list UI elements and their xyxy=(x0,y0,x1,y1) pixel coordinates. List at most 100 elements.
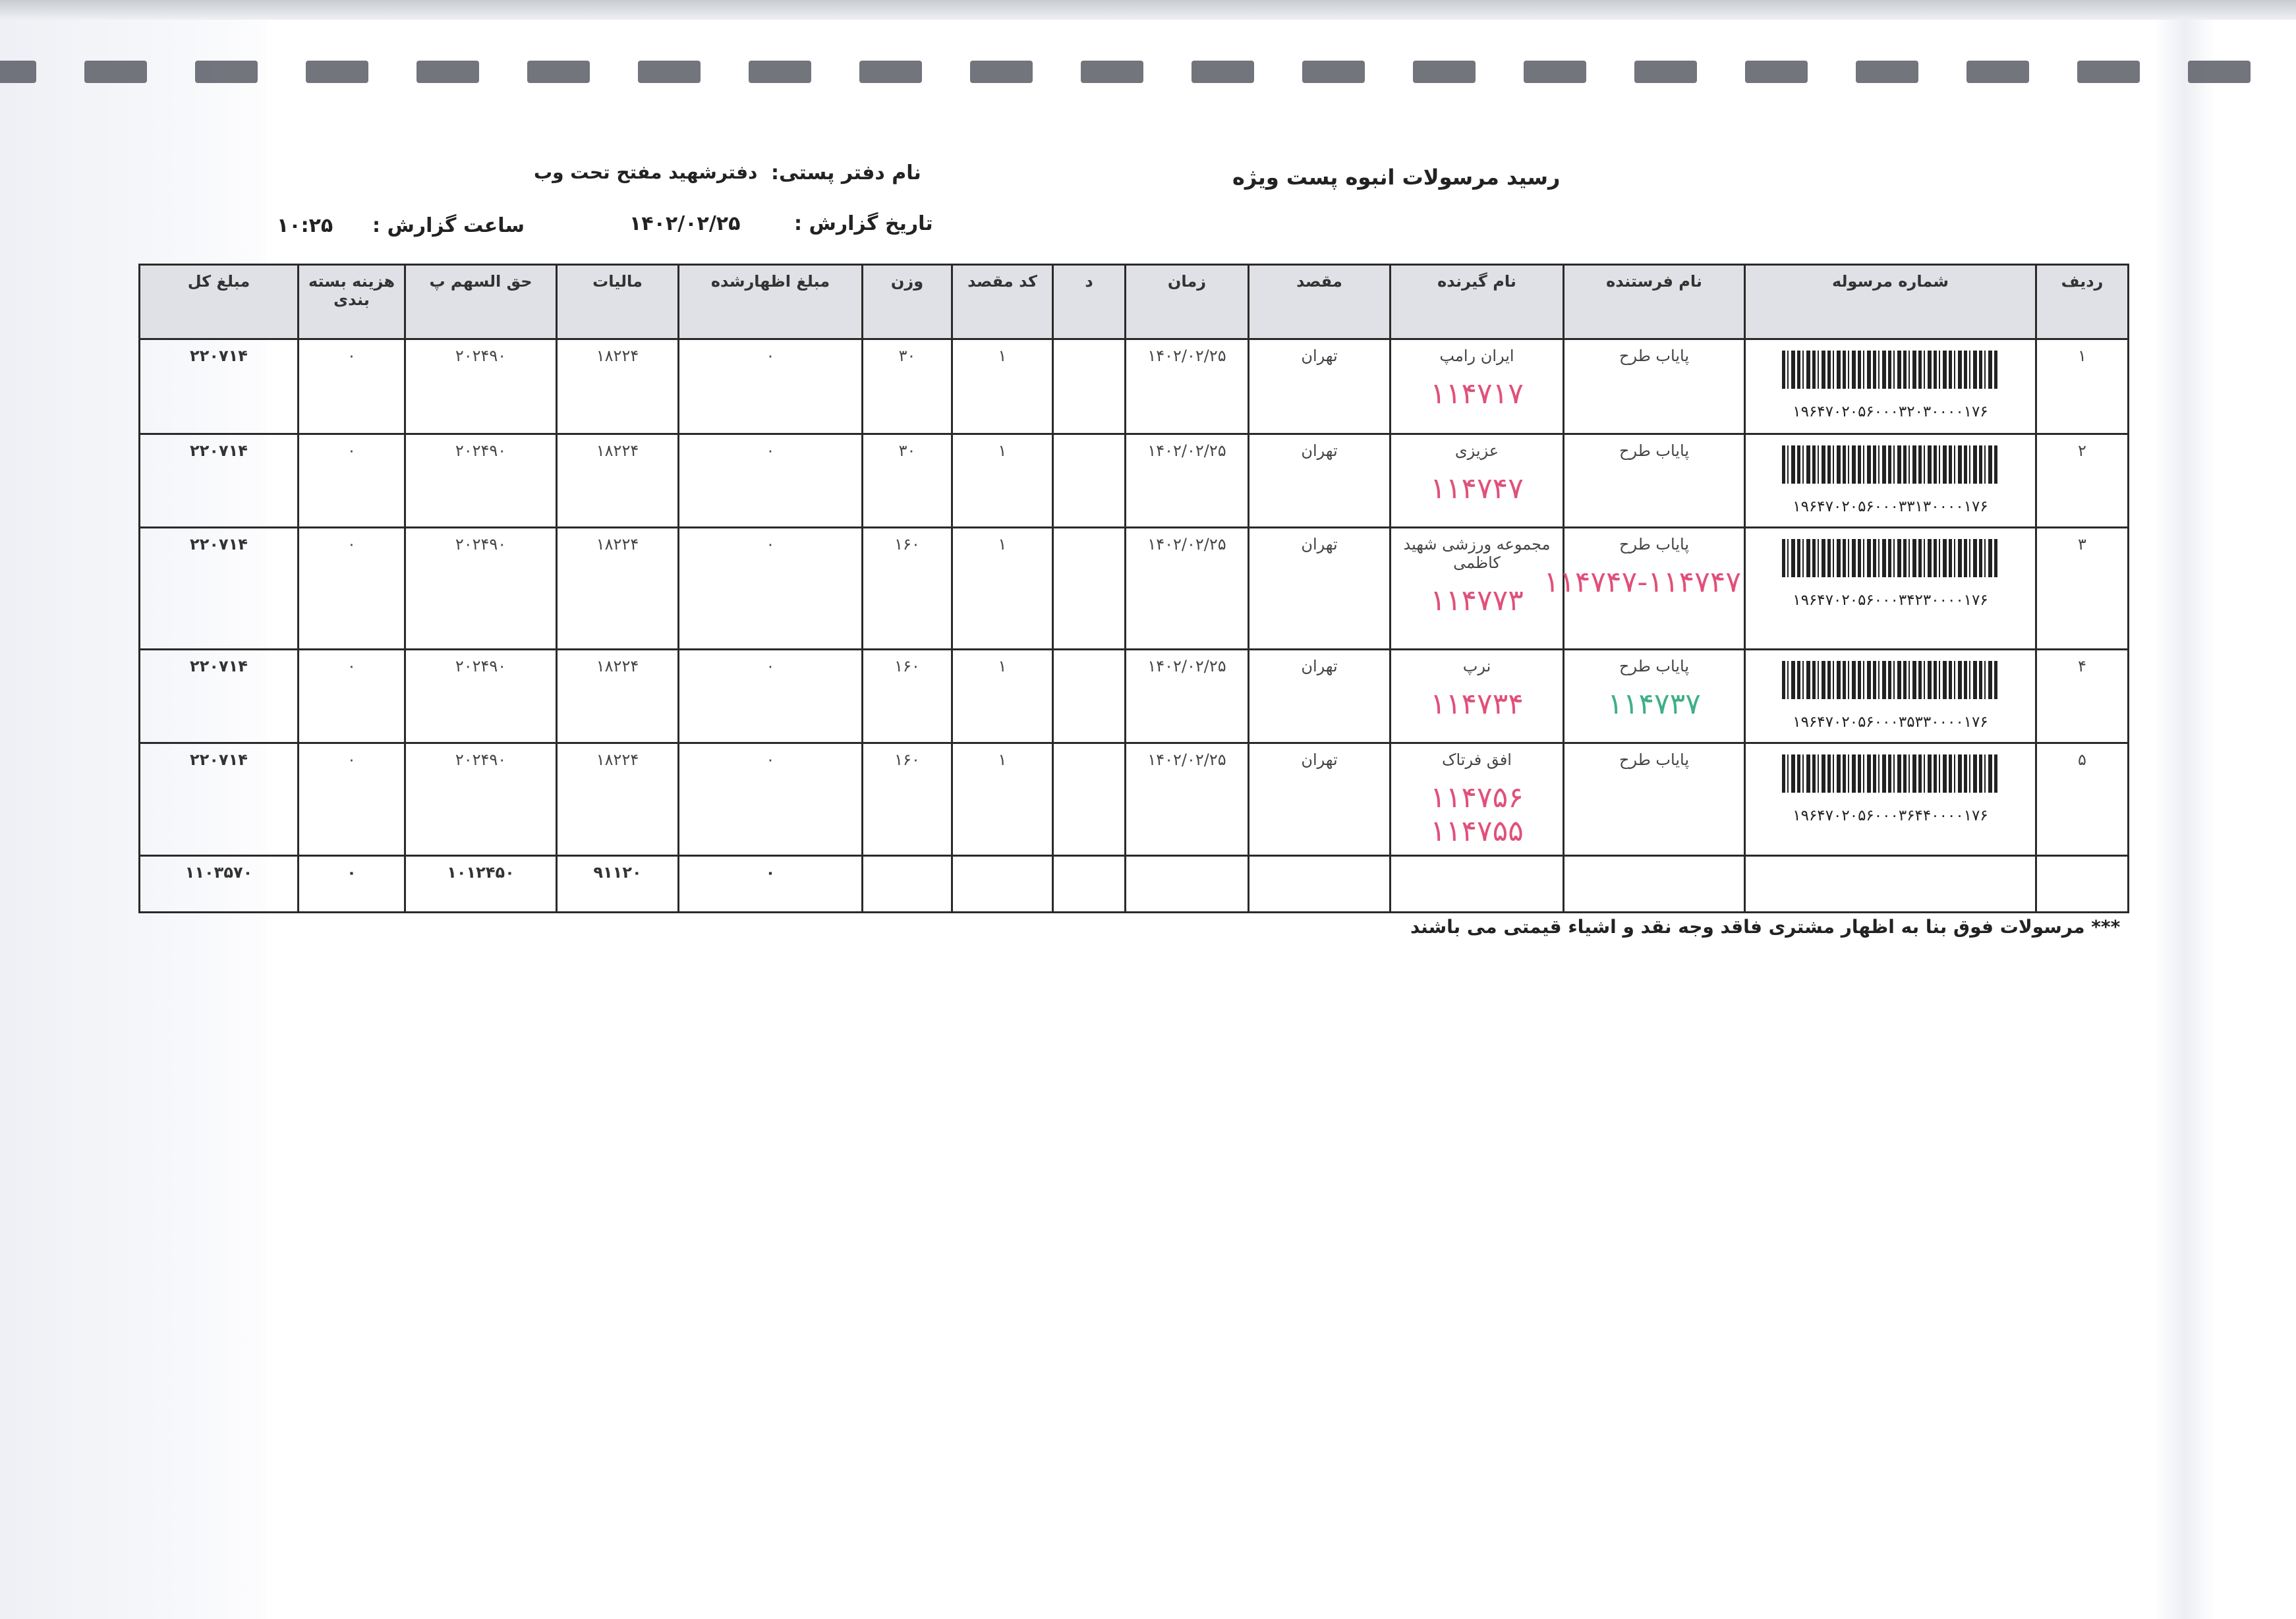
post-share-cell: ۲۰۲۴۹۰ xyxy=(404,338,558,435)
total-declared-cell: ۰ xyxy=(677,855,863,913)
declared-value-cell: ۰ xyxy=(677,338,863,435)
tax-cell: ۱۸۲۲۴ xyxy=(556,742,679,857)
handwritten-note: ۱۱۴۷۳۴ xyxy=(1430,687,1524,721)
document-title: رسید مرسولات انبوه پست ویژه xyxy=(1232,165,1561,190)
receiver-name: ایران رامپ xyxy=(1439,347,1514,365)
barcode-icon xyxy=(1781,539,1999,577)
column-header: هزینه بسته بندی xyxy=(297,264,406,340)
office-value: دفترشهید مفتح تحت وب xyxy=(534,161,758,183)
empty-cell xyxy=(861,855,953,913)
weight-cell: ۱۶۰ xyxy=(861,648,953,744)
column-header: مبلغ کل xyxy=(138,264,299,340)
total-tax-cell: ۹۱۱۲۰ xyxy=(556,855,679,913)
weight-cell: ۱۶۰ xyxy=(861,526,953,650)
perforation-strip xyxy=(0,61,2296,87)
packing-cost-cell: ۰ xyxy=(297,338,406,435)
scan-right-shadow xyxy=(2155,20,2214,1619)
perforation-hole xyxy=(306,61,368,83)
handwritten-note: ۱۱۴۷۷۳ xyxy=(1430,584,1524,617)
row-number-cell: ۵ xyxy=(2035,742,2129,857)
destination-cell: تهران xyxy=(1248,433,1391,528)
weight-cell: ۱۶۰ xyxy=(861,742,953,857)
date-cell: ۱۴۰۲/۰۲/۲۵ xyxy=(1124,742,1249,857)
row-number-cell: ۴ xyxy=(2035,648,2129,744)
perforation-hole xyxy=(84,61,147,83)
sender-name: پایاب طرح xyxy=(1619,347,1690,365)
total-share-cell: ۱۰۱۲۴۵۰ xyxy=(404,855,558,913)
office-label: نام دفتر پستی: xyxy=(771,161,921,185)
destination-cell: تهران xyxy=(1248,648,1391,744)
column-header: نام فرستنده xyxy=(1563,264,1746,340)
date-cell: ۱۴۰۲/۰۲/۲۵ xyxy=(1124,526,1249,650)
sender-cell: پایاب طرح xyxy=(1563,433,1746,528)
declared-value-cell: ۰ xyxy=(677,648,863,744)
sender-cell: پایاب طرح xyxy=(1563,338,1746,435)
post-share-cell: ۲۰۲۴۹۰ xyxy=(404,742,558,857)
dest-code-cell: ۱ xyxy=(951,648,1054,744)
table-row: ۲ ۱۹۶۴۷۰۲۰۵۶۰۰۰۳۳۱۳۰۰۰۰۱۷۶ پایاب طرح عزیزی ۱… xyxy=(138,433,2129,528)
receiver-cell: نرپ ۱۱۴۷۳۴ xyxy=(1389,648,1564,744)
column-header: کد مقصد xyxy=(951,264,1054,340)
column-header: نام گیرنده xyxy=(1389,264,1564,340)
sender-name: پایاب طرح xyxy=(1619,751,1690,769)
dest-code-cell: ۱ xyxy=(951,433,1054,528)
perforation-hole xyxy=(195,61,258,83)
scan-top-edge xyxy=(0,0,2296,20)
column-header: حق السهم پ xyxy=(404,264,558,340)
date-label: تاریخ گزارش : xyxy=(794,212,933,235)
perforation-hole xyxy=(2077,61,2140,83)
weight-cell: ۳۰ xyxy=(861,433,953,528)
receiver-name: عزیزی xyxy=(1454,441,1499,460)
d-cell xyxy=(1052,648,1126,744)
column-header: ردیف xyxy=(2035,264,2129,340)
empty-cell xyxy=(1744,855,2037,913)
receiver-cell: عزیزی ۱۱۴۷۴۷ xyxy=(1389,433,1564,528)
sender-cell: پایاب طرح ۱۱۴۷۳۷ xyxy=(1563,648,1746,744)
total-amount-cell: ۲۲۰۷۱۴ xyxy=(138,742,299,857)
perforation-hole xyxy=(970,61,1033,83)
total-amount-cell: ۲۲۰۷۱۴ xyxy=(138,526,299,650)
perforation-hole xyxy=(1966,61,2029,83)
time-label: ساعت گزارش : xyxy=(372,214,525,237)
destination-cell: تهران xyxy=(1248,742,1391,857)
sender-name: پایاب طرح xyxy=(1619,657,1690,675)
receiver-name: مجموعه ورزشی شهید کاظمی xyxy=(1403,535,1551,572)
packing-cost-cell: ۰ xyxy=(297,742,406,857)
barcode-icon xyxy=(1781,661,1999,699)
tracking-number: ۱۹۶۴۷۰۲۰۵۶۰۰۰۳۲۰۳۰۰۰۰۱۷۶ xyxy=(1793,403,1988,420)
totals-row: ۰ ۹۱۱۲۰ ۱۰۱۲۴۵۰ ۰ ۱۱۰۳۵۷۰ xyxy=(138,855,2129,913)
dest-code-cell: ۱ xyxy=(951,742,1054,857)
row-number-cell: ۳ xyxy=(2035,526,2129,650)
destination-cell: تهران xyxy=(1248,338,1391,435)
time-value: ۱۰:۲۵ xyxy=(277,214,333,237)
table-header-row: ردیف شماره مرسوله نام فرستنده نام گیرنده مقص… xyxy=(138,264,2129,340)
dest-code-cell: ۱ xyxy=(951,526,1054,650)
column-header: مالیات xyxy=(556,264,679,340)
perforation-hole xyxy=(2188,61,2251,83)
tracking-number: ۱۹۶۴۷۰۲۰۵۶۰۰۰۳۵۳۳۰۰۰۰۱۷۶ xyxy=(1793,714,1988,731)
destination-cell: تهران xyxy=(1248,526,1391,650)
tracking-number: ۱۹۶۴۷۰۲۰۵۶۰۰۰۳۳۱۳۰۰۰۰۱۷۶ xyxy=(1793,498,1988,515)
packing-cost-cell: ۰ xyxy=(297,433,406,528)
weight-cell: ۳۰ xyxy=(861,338,953,435)
column-header: زمان xyxy=(1124,264,1249,340)
perforation-hole xyxy=(859,61,922,83)
empty-cell xyxy=(1563,855,1746,913)
receiver-cell: افق فرتاک ۱۱۴۷۵۶ ۱۱۴۷۵۵ xyxy=(1389,742,1564,857)
column-header: وزن xyxy=(861,264,953,340)
empty-cell xyxy=(1124,855,1249,913)
row-number-cell: ۲ xyxy=(2035,433,2129,528)
date-value: ۱۴۰۲/۰۲/۲۵ xyxy=(629,212,741,235)
d-cell xyxy=(1052,433,1126,528)
row-number-cell: ۱ xyxy=(2035,338,2129,435)
barcode-icon xyxy=(1781,351,1999,389)
barcode-icon xyxy=(1781,445,1999,484)
declared-value-cell: ۰ xyxy=(677,433,863,528)
perforation-hole xyxy=(1302,61,1365,83)
tracking-cell: ۱۹۶۴۷۰۲۰۵۶۰۰۰۳۳۱۳۰۰۰۰۱۷۶ xyxy=(1744,433,2037,528)
total-packing-cell: ۰ xyxy=(297,855,406,913)
date-cell: ۱۴۰۲/۰۲/۲۵ xyxy=(1124,648,1249,744)
date-cell: ۱۴۰۲/۰۲/۲۵ xyxy=(1124,338,1249,435)
handwritten-note: ۱۱۴۷۳۷ xyxy=(1607,687,1701,721)
empty-cell xyxy=(951,855,1054,913)
